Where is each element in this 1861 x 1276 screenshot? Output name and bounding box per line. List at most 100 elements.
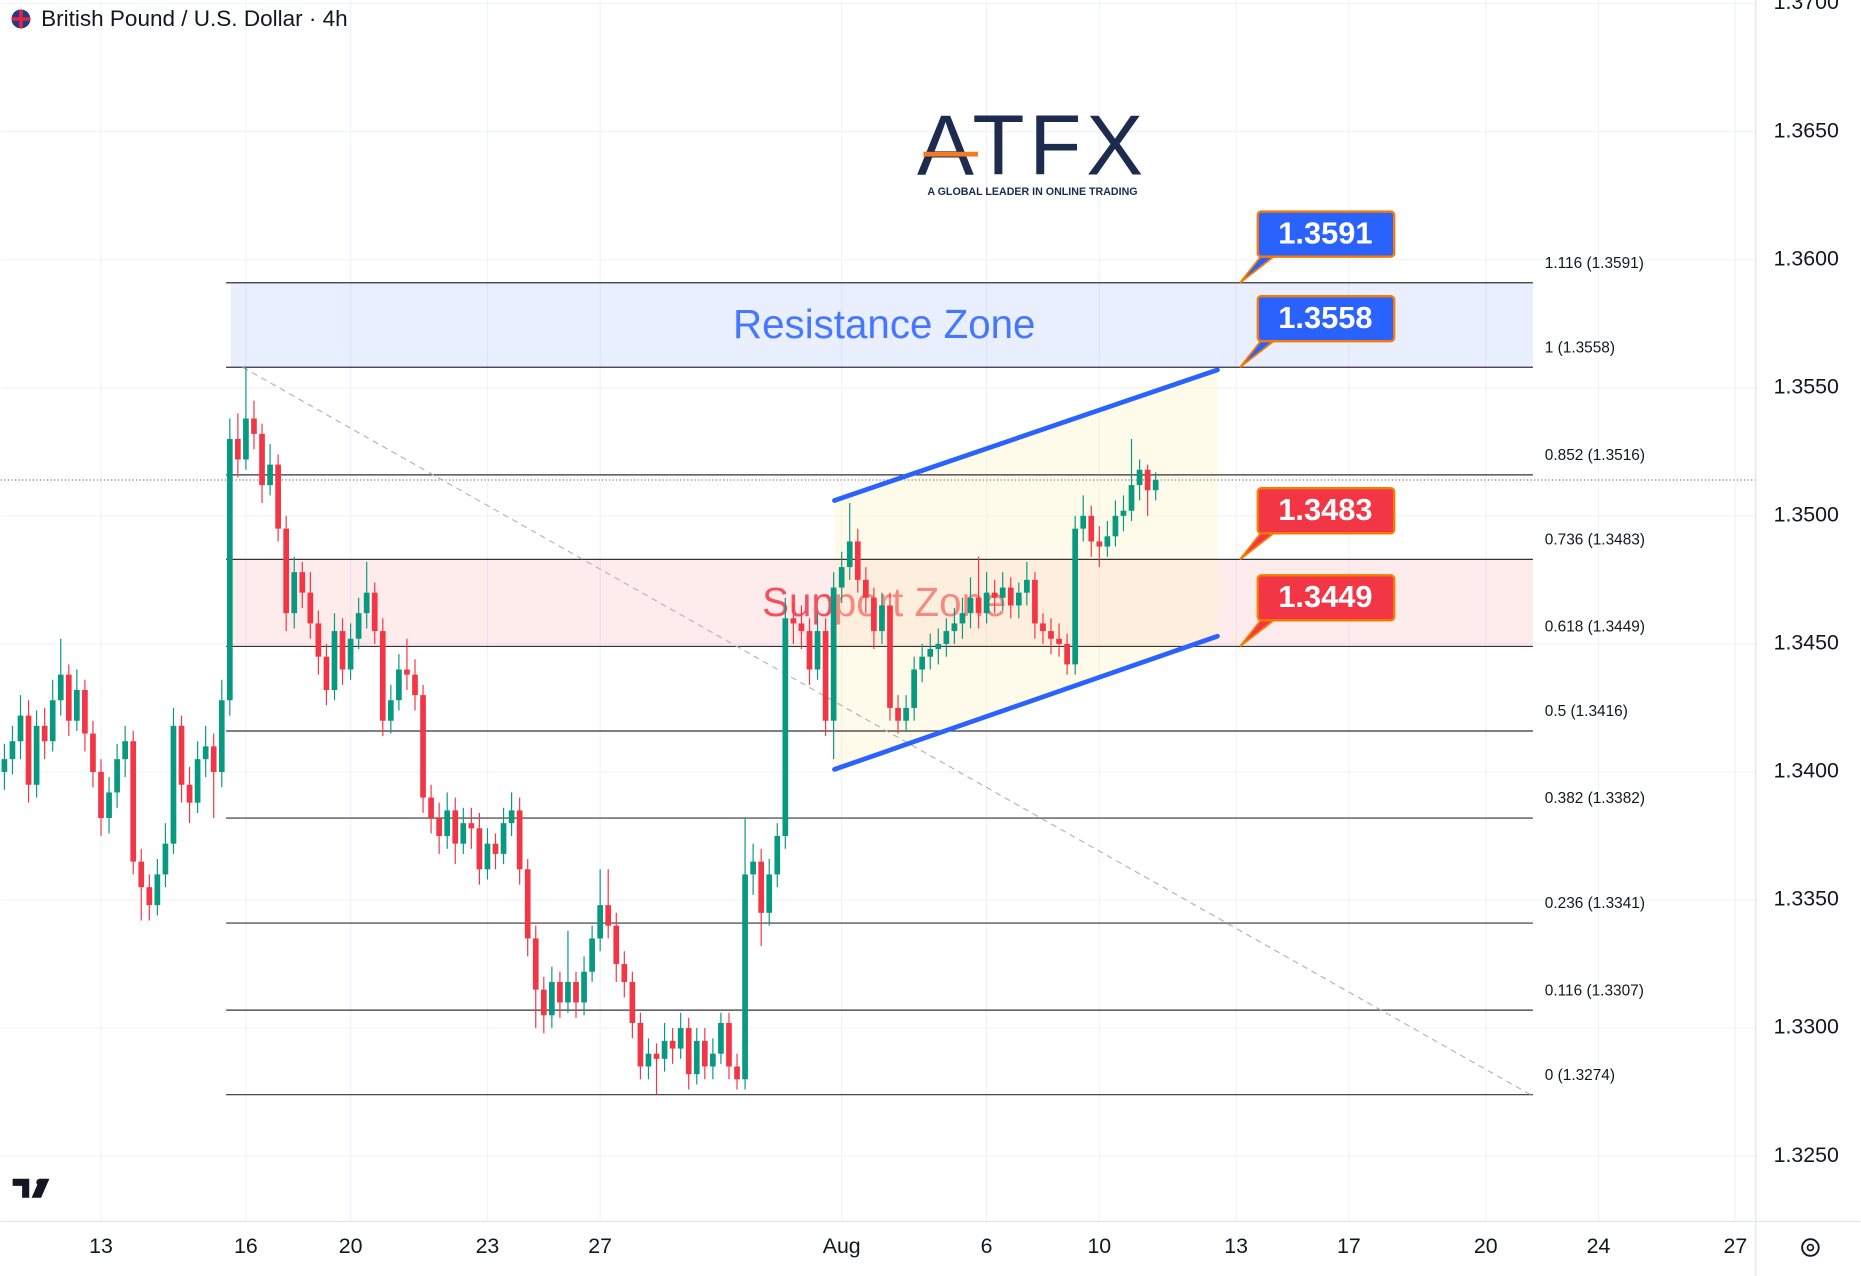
candle-body [613, 925, 620, 965]
candle-body [677, 1028, 684, 1049]
candle-body [307, 592, 314, 624]
channel-lower [832, 633, 1220, 772]
callout-box [1256, 210, 1396, 258]
y-tick-label: 1.3500 [1774, 502, 1839, 526]
candle-body [65, 674, 72, 721]
callout-label: 1.3558 [1278, 300, 1372, 335]
candle-body [162, 843, 169, 875]
x-tick-label: 10 [1087, 1234, 1111, 1258]
fib-label: 0.382 (1.3382) [1545, 790, 1645, 807]
candle-body [1080, 515, 1087, 529]
fib-label: 1.116 (1.3591) [1545, 255, 1644, 272]
candle-body [484, 843, 491, 870]
candle-body [1, 759, 8, 772]
candle-body [653, 1053, 660, 1059]
x-tick-label: 23 [476, 1234, 500, 1258]
candle-body [597, 905, 604, 939]
candle-body [999, 587, 1006, 598]
candle-body [1032, 579, 1038, 624]
candle-body [331, 631, 338, 690]
candle-body [830, 587, 837, 721]
candle-body [1128, 485, 1135, 511]
callout-label: 1.3483 [1278, 492, 1372, 527]
candle-body [750, 861, 756, 875]
zone-label: Resistance Zone [733, 302, 1035, 347]
y-tick-label: 1.3300 [1774, 1015, 1839, 1039]
candle-body [347, 638, 354, 670]
candle-body [259, 433, 265, 486]
candle-body [82, 689, 88, 734]
candle-body [41, 725, 48, 742]
candle-body [1015, 592, 1022, 606]
candle-body [782, 618, 789, 836]
fib-label: 0.116 (1.3307) [1545, 982, 1644, 999]
candle-body [178, 725, 185, 785]
candle-body [500, 823, 507, 854]
candle-body [444, 810, 451, 836]
fib-trend [242, 366, 1531, 1096]
candle-body [629, 981, 636, 1023]
candle-body [9, 741, 16, 760]
candle-body [919, 656, 926, 670]
x-tick-label: 16 [234, 1234, 258, 1258]
candle-body [428, 797, 434, 819]
candle-body [814, 631, 821, 670]
candle-body [210, 746, 217, 772]
x-tick-label: 27 [1723, 1234, 1747, 1258]
candle-body [379, 631, 386, 721]
candle-body [452, 810, 459, 844]
candle-body [879, 605, 885, 632]
candle-body [742, 874, 748, 1080]
candle-body [1088, 515, 1095, 542]
candle-body [154, 874, 161, 906]
candle-body [1120, 510, 1127, 516]
candle-body [991, 592, 998, 598]
x-tick-label: 13 [1224, 1234, 1248, 1258]
candle-body [33, 725, 40, 785]
callout-box [1256, 574, 1396, 622]
candle-body [1112, 515, 1119, 537]
candle-body [98, 771, 104, 819]
candle-body [202, 746, 209, 760]
candle-body [146, 887, 153, 906]
y-tick-label: 1.3600 [1774, 246, 1839, 270]
x-tick-label: 6 [981, 1234, 993, 1258]
candle-body [589, 938, 595, 972]
candle-body [581, 971, 587, 1003]
fib-label: 1 (1.3558) [1545, 339, 1615, 356]
candle-body [943, 631, 950, 644]
candle-body [1104, 536, 1111, 547]
candle-body [194, 759, 201, 803]
candle-body [1064, 643, 1070, 665]
x-tick-label: 17 [1337, 1234, 1361, 1258]
candle-body [862, 579, 869, 598]
logo-name: ATFX [917, 98, 1148, 193]
y-tick-label: 1.3650 [1774, 118, 1839, 142]
candle-body [74, 689, 80, 721]
candle-body [685, 1028, 692, 1075]
candle-body [549, 981, 555, 1016]
candle-body [492, 843, 499, 854]
candle-body [895, 707, 901, 721]
candle-body [822, 631, 829, 721]
candle-body [315, 623, 322, 657]
candle-body [291, 572, 298, 614]
tradingview-logo [12, 1178, 50, 1198]
candle-body [806, 631, 813, 670]
logo: ATFX A GLOBAL LEADER IN ONLINE TRADING [917, 98, 1148, 198]
candle-body [959, 613, 966, 624]
candle-body [1136, 469, 1143, 486]
candle-body [718, 1022, 724, 1054]
candle-body [251, 418, 257, 434]
candle-body [114, 759, 120, 793]
candle-body [267, 464, 273, 486]
candle-body [1056, 638, 1062, 644]
candle-body [1096, 541, 1103, 547]
candle-body [871, 597, 877, 632]
candle-body [669, 1040, 676, 1049]
fib-label: 0.5 (1.3416) [1545, 703, 1628, 720]
candle-body [130, 741, 137, 862]
candle-body [935, 643, 942, 650]
candle-body [476, 828, 483, 870]
settings-icon[interactable] [1801, 1238, 1820, 1257]
